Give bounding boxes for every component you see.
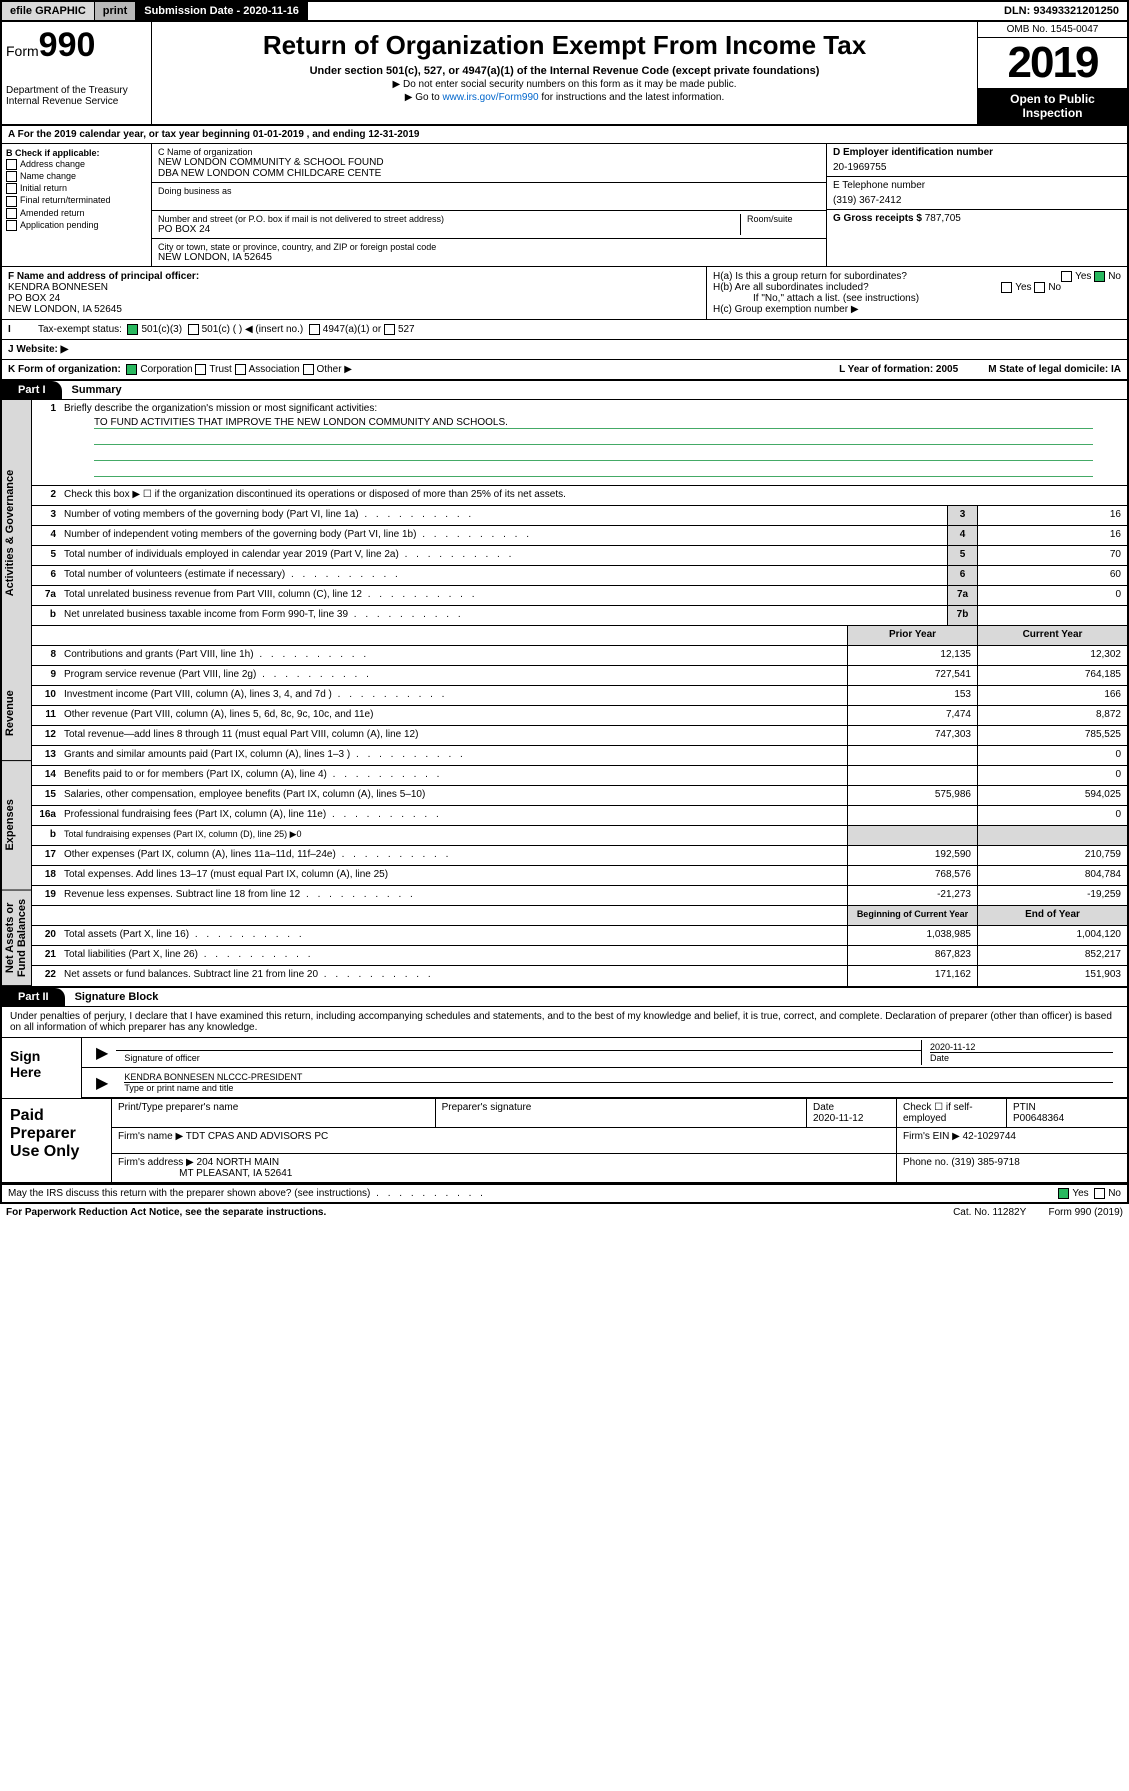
box-h: H(a) Is this a group return for subordin… [707,267,1127,319]
part-ii-header: Part IISignature Block [0,988,1129,1007]
part-i-header: Part ISummary [0,381,1129,400]
instructions-link[interactable]: www.irs.gov/Form990 [442,92,538,103]
omb-number: OMB No. 1545-0047 [978,22,1127,38]
box-b: B Check if applicable: Address change Na… [2,144,152,266]
department: Department of the Treasury Internal Reve… [6,85,147,107]
form-header: Form990 Department of the Treasury Inter… [0,22,1129,126]
form-title: Return of Organization Exempt From Incom… [156,30,973,61]
tax-year: 2019 [978,38,1127,88]
link-note: ▶ Go to www.irs.gov/Form990 for instruct… [156,92,973,103]
box-c: C Name of organizationNEW LONDON COMMUNI… [152,144,827,266]
row-k-org: K Form of organization: Corporation Trus… [0,360,1129,381]
box-f: F Name and address of principal officer:… [2,267,707,319]
box-d-e-g: D Employer identification number20-19697… [827,144,1127,266]
footer: For Paperwork Reduction Act Notice, see … [0,1204,1129,1221]
top-bar: efile GRAPHIC print Submission Date - 20… [0,0,1129,22]
public-inspection: Open to Public Inspection [978,88,1127,124]
dln: DLN: 93493321201250 [996,2,1127,20]
form-subtitle: Under section 501(c), 527, or 4947(a)(1)… [156,65,973,77]
declaration: Under penalties of perjury, I declare th… [2,1007,1127,1038]
print-button[interactable]: print [95,2,136,20]
ssn-note: ▶ Do not enter social security numbers o… [156,79,973,90]
submission-date: Submission Date - 2020-11-16 [136,2,308,20]
sign-here-label: Sign Here [2,1038,82,1098]
row-i-tax-status: ITax-exempt status: 501(c)(3) 501(c) ( )… [0,320,1129,340]
row-j-website: J Website: ▶ [0,340,1129,360]
section-b-c-d: B Check if applicable: Address change Na… [0,144,1129,267]
form-number: Form990 [6,26,147,65]
row-a-period: A For the 2019 calendar year, or tax yea… [0,126,1129,144]
efile-label: efile GRAPHIC [2,2,95,20]
side-tabs: Activities & Governance Revenue Expenses… [2,400,32,986]
summary-table: Activities & Governance Revenue Expenses… [0,400,1129,988]
signature-section: Under penalties of perjury, I declare th… [0,1007,1129,1184]
paid-preparer: Paid Preparer Use Only Print/Type prepar… [2,1098,1127,1182]
discuss-row: May the IRS discuss this return with the… [0,1184,1129,1204]
section-f-h: F Name and address of principal officer:… [0,267,1129,320]
